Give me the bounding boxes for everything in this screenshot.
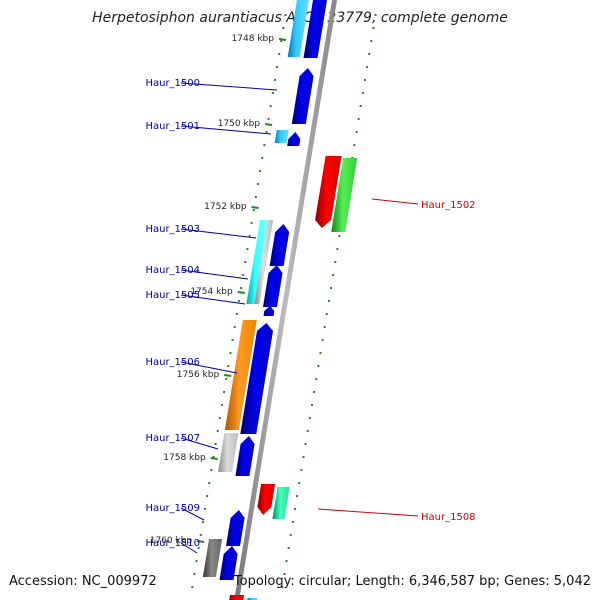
kbp-tick-label: 1756 kbp xyxy=(177,370,220,380)
gene-haur-1504 xyxy=(263,265,283,307)
kbp-tick-label: 1758 kbp xyxy=(163,453,206,463)
gene-1748-b xyxy=(303,0,327,58)
kbp-tick-mark xyxy=(278,38,287,41)
gene-leader-line xyxy=(180,361,238,374)
kbp-tick-mark xyxy=(210,457,218,460)
gene-label: Haur_1504 xyxy=(145,265,200,276)
inner-tick-track xyxy=(191,13,287,589)
gene-haur-1508-b xyxy=(272,487,290,519)
gene-leader-line xyxy=(180,228,257,239)
kbp-tick-mark xyxy=(264,123,273,126)
gene-leader-line xyxy=(180,437,219,450)
gene-haur-1503 xyxy=(246,220,269,304)
gene-label: Haur_1508 xyxy=(421,512,476,523)
gene-leader-line xyxy=(180,82,278,91)
gene-haur-1507-a xyxy=(218,433,239,472)
gene-label: Haur_1505 xyxy=(145,290,200,301)
gene-haur-1502-a xyxy=(315,156,342,228)
gene-label: Haur_1510 xyxy=(145,538,200,549)
kbp-tick-label: 1748 kbp xyxy=(232,34,275,44)
gene-haur-1503-b xyxy=(254,220,274,304)
kbp-tick-label: 1754 kbp xyxy=(190,287,233,297)
kbp-tick-label: 1752 kbp xyxy=(204,202,247,212)
kbp-tick-mark xyxy=(197,540,205,543)
gene-haur-1509 xyxy=(226,510,245,546)
kbp-tick-mark xyxy=(224,374,232,377)
gene-label: Haur_1503 xyxy=(145,224,200,235)
gene-haur-1510-b xyxy=(219,546,238,580)
gene-haur-1505 xyxy=(263,306,275,316)
gene-leader-line xyxy=(371,198,419,205)
gene-leader-line xyxy=(180,542,198,554)
gene-haur-1510-a xyxy=(202,539,223,577)
gene-haur-1506-a xyxy=(224,320,257,430)
kbp-tick-mark xyxy=(251,206,259,209)
gene-leader-line xyxy=(180,294,246,305)
genome-summary-text: Topology: circular; Length: 6,346,587 bp… xyxy=(233,574,591,589)
gene-haur-1506-b xyxy=(240,323,273,434)
kbp-tick-mark xyxy=(237,291,245,294)
gene-1748-a xyxy=(287,0,309,57)
gene-leader-line xyxy=(180,507,205,521)
gene-haur-1502-b xyxy=(331,158,358,232)
gene-haur-1500 xyxy=(291,68,314,124)
kbp-tick-label: 1760 kbp xyxy=(150,536,193,546)
gene-label: Haur_1509 xyxy=(145,503,200,514)
gene-label: Haur_1506 xyxy=(145,357,200,368)
gene-label: Haur_1501 xyxy=(145,121,200,132)
gene-bottom-a xyxy=(229,595,244,600)
gene-label: Haur_1502 xyxy=(421,200,476,211)
kbp-tick-label: 1750 kbp xyxy=(218,119,261,129)
gene-haur-1501-a xyxy=(274,130,289,143)
gene-haur-1508-a xyxy=(257,484,276,515)
gene-leader-line xyxy=(180,125,272,135)
accession-text: Accession: NC_009972 xyxy=(9,574,157,589)
gene-label: Haur_1500 xyxy=(145,78,200,89)
gene-haur-1503-c xyxy=(269,224,290,266)
gene-leader-line xyxy=(317,508,419,517)
gene-leader-line xyxy=(180,269,249,280)
genome-backbone xyxy=(234,0,337,600)
gene-haur-1507-b xyxy=(235,436,255,476)
gene-haur-1501-b xyxy=(287,132,301,146)
gene-label: Haur_1507 xyxy=(145,433,200,444)
